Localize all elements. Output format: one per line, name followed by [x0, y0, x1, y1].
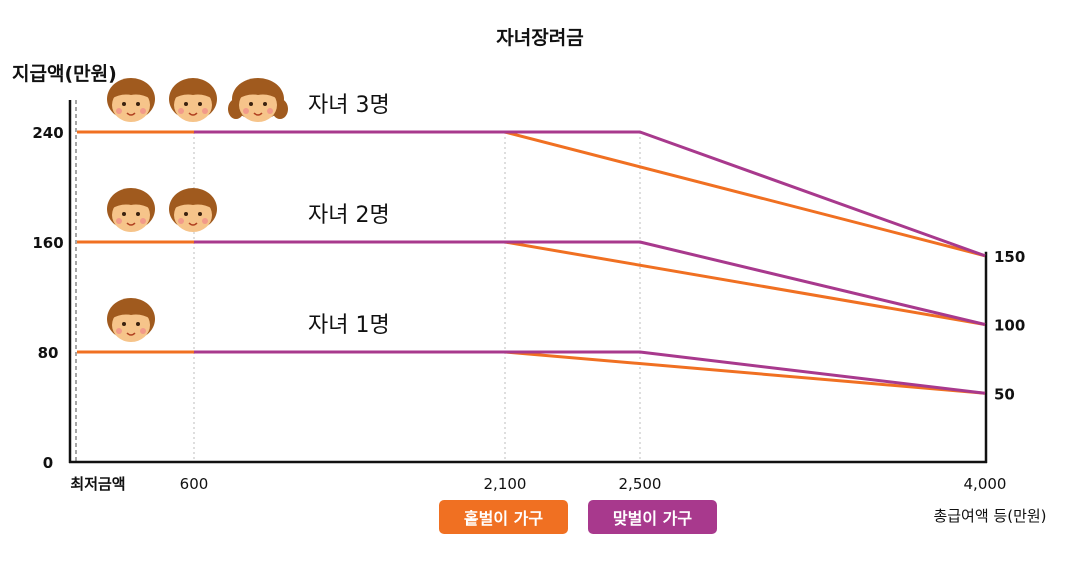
children-count-label: 자녀 3명 — [308, 93, 390, 118]
x-min-label: 최저금액 — [70, 475, 125, 493]
child-face-icon — [169, 188, 217, 232]
cheek-shape — [178, 218, 184, 224]
face-shape — [112, 88, 150, 122]
legend-dual-income[interactable]: 맞벌이 가구 — [588, 500, 717, 534]
face-shape — [112, 308, 150, 342]
y-tick-label: 240 — [32, 124, 63, 142]
y-tick-label: 80 — [38, 344, 59, 362]
mouth-shape — [188, 222, 198, 226]
y-axis-label: 지급액(만원) — [12, 63, 117, 85]
cheek-shape — [140, 328, 146, 334]
x-tick-label: 2,100 — [484, 475, 527, 493]
mouth-shape — [126, 112, 136, 116]
child-face-icon — [228, 78, 288, 122]
face-shape — [174, 198, 212, 232]
eye-shape — [122, 102, 126, 106]
cheek-shape — [116, 108, 122, 114]
eye-shape — [136, 102, 140, 106]
cheek-shape — [243, 108, 249, 114]
hair-shape — [173, 194, 213, 209]
single-income-line — [77, 130, 986, 258]
child-face-icon — [107, 298, 155, 342]
x-axis-label: 총급여액 등(만원) — [933, 507, 1046, 525]
dual-income-line — [194, 350, 986, 395]
cheek-shape — [116, 328, 122, 334]
eye-shape — [122, 212, 126, 216]
cheek-shape — [178, 108, 184, 114]
dual-income-line — [194, 240, 986, 326]
chart-title: 자녀장려금 — [496, 27, 583, 49]
eye-shape — [249, 102, 253, 106]
mouth-shape — [126, 222, 136, 226]
child-face-icon — [169, 78, 217, 122]
hair-shape — [111, 304, 151, 319]
eye-shape — [136, 212, 140, 216]
eye-shape — [122, 322, 126, 326]
dual-income-line — [194, 130, 986, 258]
children-count-label: 자녀 1명 — [308, 313, 390, 338]
single-income-line — [77, 240, 986, 326]
face-shape — [239, 88, 277, 122]
x-tick-label: 2,500 — [619, 475, 662, 493]
cheek-shape — [202, 218, 208, 224]
right-tick-label: 50 — [994, 385, 1015, 403]
cheek-shape — [116, 218, 122, 224]
mouth-shape — [126, 332, 136, 336]
eye-shape — [198, 212, 202, 216]
x-tick-label: 4,000 — [964, 475, 1007, 493]
single-income-line — [77, 350, 986, 395]
eye-shape — [136, 322, 140, 326]
right-tick-label: 150 — [994, 248, 1025, 266]
mouth-shape — [253, 112, 263, 116]
children-count-label: 자녀 2명 — [308, 203, 390, 228]
y-tick-label: 160 — [32, 234, 63, 252]
face-shape — [174, 88, 212, 122]
cheek-shape — [140, 108, 146, 114]
child-face-icon — [107, 188, 155, 232]
eye-shape — [184, 212, 188, 216]
mouth-shape — [188, 112, 198, 116]
face-shape — [112, 198, 150, 232]
right-tick-label: 100 — [994, 317, 1025, 335]
hair-shape — [111, 194, 151, 209]
x-tick-label: 600 — [180, 475, 209, 493]
hair-shape — [238, 84, 278, 99]
cheek-shape — [202, 108, 208, 114]
cheek-shape — [140, 218, 146, 224]
child-face-icon — [107, 78, 155, 122]
eye-shape — [184, 102, 188, 106]
eye-shape — [263, 102, 267, 106]
eye-shape — [198, 102, 202, 106]
hair-shape — [111, 84, 151, 99]
hair-shape — [173, 84, 213, 99]
y-tick-label: 0 — [43, 454, 53, 472]
cheek-shape — [267, 108, 273, 114]
legend-single-income[interactable]: 홑벌이 가구 — [439, 500, 568, 534]
